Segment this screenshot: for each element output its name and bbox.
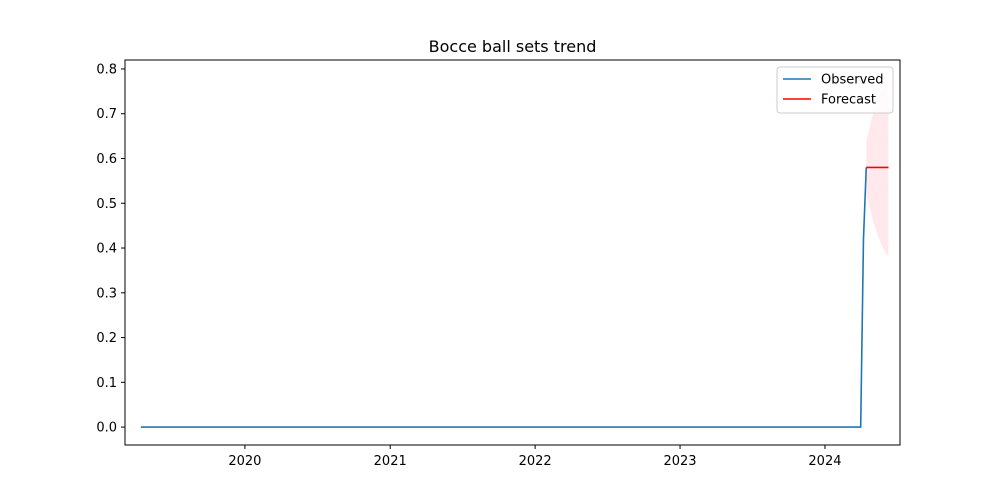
y-tick-label: 0.7 — [96, 107, 117, 122]
y-tick-label: 0.1 — [96, 376, 117, 391]
y-tick-label: 0.2 — [96, 331, 117, 346]
y-tick-label: 0.6 — [96, 152, 117, 167]
y-tick-label: 0.8 — [96, 62, 117, 77]
y-axis: 0.0 0.1 0.2 0.3 0.4 0.5 0.6 0.7 0.8 — [96, 62, 125, 436]
series-line-observed — [140, 167, 868, 428]
x-tick-label: 2020 — [228, 454, 261, 469]
y-tick-label: 0.3 — [96, 286, 117, 301]
x-tick-label: 2024 — [808, 454, 841, 469]
y-tick-label: 0.5 — [96, 197, 117, 212]
legend-label-observed: Observed — [821, 73, 884, 88]
x-tick-label: 2023 — [663, 454, 696, 469]
y-tick-label: 0.0 — [96, 421, 117, 436]
x-axis: 2020 2021 2022 2023 2024 — [228, 445, 842, 469]
y-tick-label: 0.4 — [96, 242, 117, 257]
legend: Observed Forecast — [776, 66, 894, 114]
plot-frame — [124, 59, 901, 446]
x-tick-label: 2022 — [519, 454, 552, 469]
legend-label-forecast: Forecast — [821, 93, 876, 108]
series-layer — [140, 166, 889, 428]
x-tick-label: 2021 — [374, 454, 407, 469]
chart-title: Bocce ball sets trend — [429, 37, 597, 56]
